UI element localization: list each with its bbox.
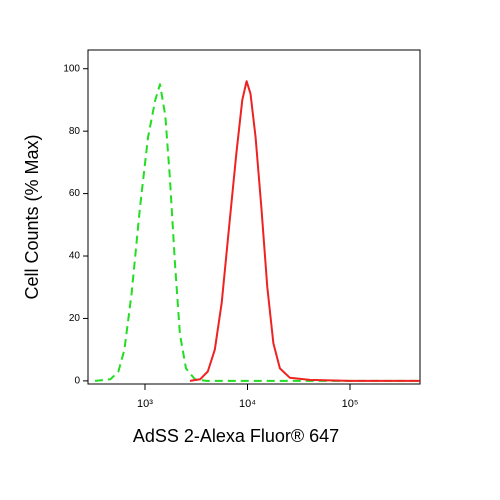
y-tick-label: 100: [63, 63, 80, 74]
x-tick-label: 10⁴: [239, 398, 256, 410]
y-tick-label: 20: [69, 313, 81, 324]
y-tick-label: 40: [69, 251, 81, 262]
x-tick-label: 10⁵: [342, 398, 359, 410]
plot-frame: [87, 49, 421, 385]
histogram-line: [94, 83, 420, 382]
y-tick-label: 80: [69, 126, 81, 137]
x-tick-label: 10³: [137, 398, 153, 410]
x-axis-label: AdSS 2-Alexa Fluor® 647: [133, 426, 339, 446]
y-axis-label: Cell Counts (% Max): [22, 134, 42, 299]
histogram-line: [189, 80, 420, 382]
y-tick-label: 60: [69, 188, 81, 199]
y-tick-label: 0: [74, 376, 80, 387]
